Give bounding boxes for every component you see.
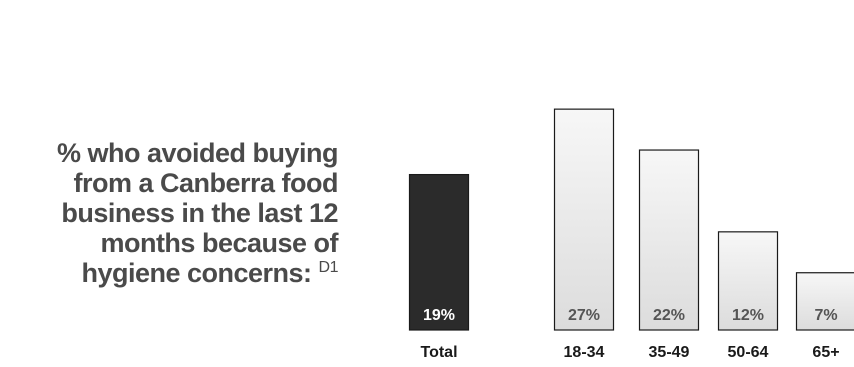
value-label: 7% [814, 307, 837, 324]
category-label: Total [420, 344, 457, 361]
category-label: 65+ [812, 344, 839, 361]
bar-65+ [795, 272, 854, 331]
bar-35-49 [638, 149, 700, 331]
value-label: 19% [423, 307, 455, 324]
bar-50-64 [717, 231, 779, 331]
chart-title: % who avoided buying from a Canberra foo… [0, 138, 339, 288]
chart-title-line: from a Canberra food [73, 168, 338, 198]
value-label: 27% [568, 307, 600, 324]
chart-title-line: hygiene concerns: D1 [0, 258, 338, 288]
labels-group: 19% Total 27% 18-34 22% 35-49 12% 50-64 7% 65+ [420, 307, 839, 361]
footnote-marker: D1 [318, 259, 339, 276]
chart-title-line: months because of [100, 228, 338, 258]
value-label: 12% [732, 307, 764, 324]
bar-18-34 [553, 108, 615, 331]
bar-Total [408, 173, 470, 331]
chart-title-text: hygiene concerns: [81, 258, 312, 288]
chart-title-line: business in the last 12 [61, 198, 338, 228]
category-label: 50-64 [728, 344, 769, 361]
bars-group [408, 108, 854, 331]
value-label: 22% [653, 307, 685, 324]
category-label: 35-49 [649, 344, 690, 361]
category-label: 18-34 [564, 344, 605, 361]
chart-title-line: % who avoided buying [56, 138, 339, 168]
